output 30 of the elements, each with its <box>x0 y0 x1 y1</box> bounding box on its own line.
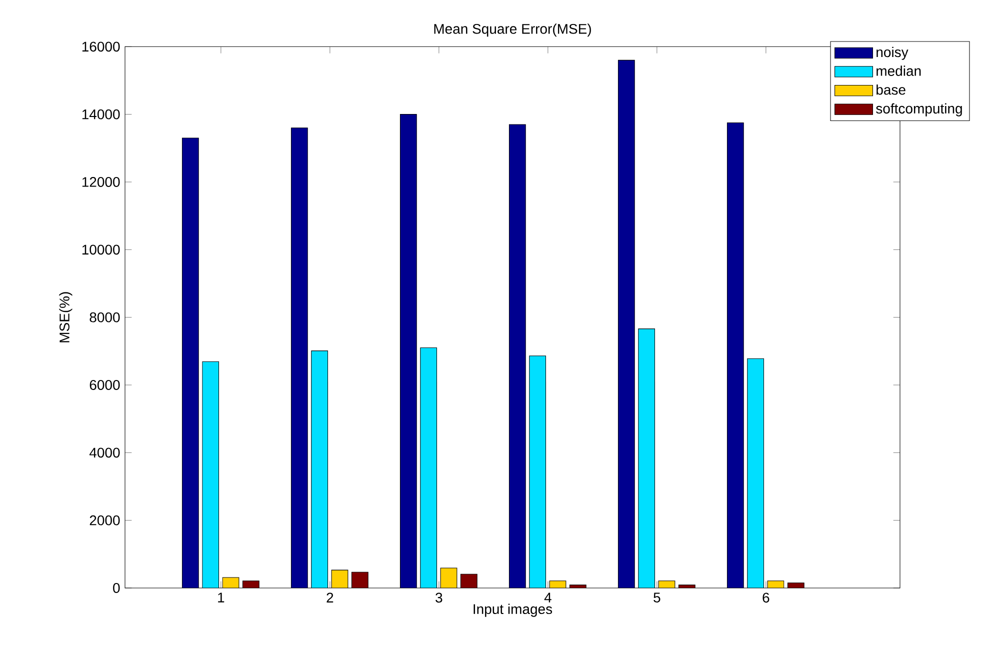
y-tick-label: 6000 <box>90 380 120 390</box>
y-tick-label: 14000 <box>82 109 120 120</box>
legend-label: median <box>876 66 921 76</box>
x-tick-label: 2 <box>326 592 334 602</box>
x-tick-label: 5 <box>654 592 660 602</box>
bar <box>618 60 635 588</box>
x-tick-label: 6 <box>762 592 770 603</box>
y-tick-label: 16000 <box>82 42 120 52</box>
legend-label: base <box>876 84 906 95</box>
y-axis-title: MSE(%) <box>59 292 72 342</box>
bar <box>351 572 368 588</box>
y-tick-label: 12000 <box>82 177 120 187</box>
x-axis-title: Input images <box>474 604 552 617</box>
bar <box>508 124 526 588</box>
y-tick-label: 8000 <box>90 312 120 322</box>
legend-label: noisy <box>876 46 908 60</box>
bar <box>400 114 417 588</box>
chart-title: Mean Square Error(MSE) <box>434 24 591 37</box>
bar <box>726 122 744 588</box>
legend-label: softcomputing <box>876 103 962 116</box>
x-tick-label: 1 <box>218 592 224 602</box>
bar <box>290 128 308 588</box>
bar <box>182 138 199 588</box>
y-tick-label: 4000 <box>89 448 120 458</box>
y-tick-label: 0 <box>113 583 120 593</box>
y-tick-label: 2000 <box>90 515 120 526</box>
bar <box>460 574 478 588</box>
x-tick-label: 3 <box>436 592 442 603</box>
x-tick-label: 4 <box>544 592 552 602</box>
y-tick-label: 10000 <box>82 244 120 255</box>
